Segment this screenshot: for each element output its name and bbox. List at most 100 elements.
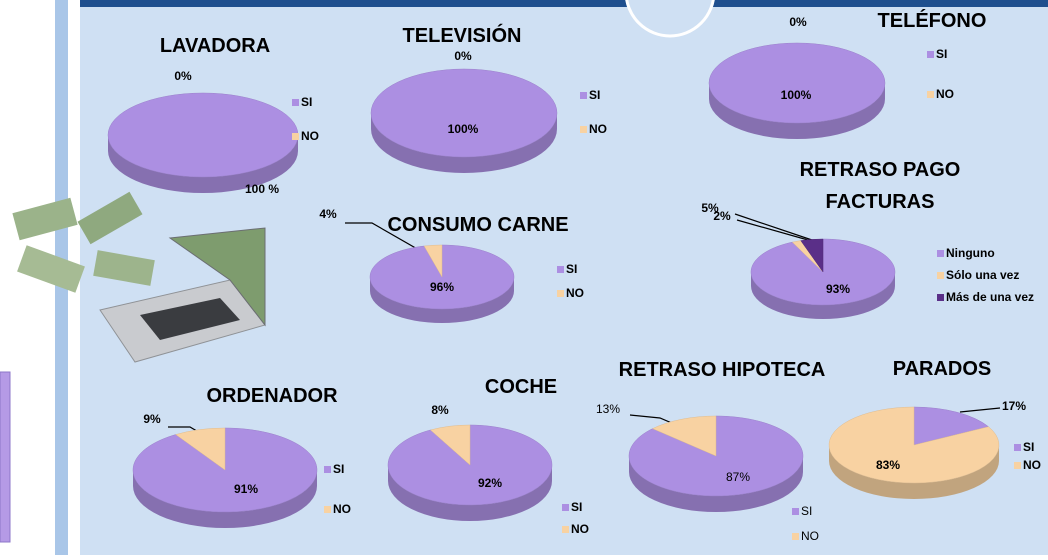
legend-label: SI [301, 95, 312, 109]
pie-slice [708, 42, 886, 124]
legend-label: Sólo una vez [946, 268, 1019, 282]
chart-title: ORDENADOR [206, 385, 338, 407]
chart-title: PARADOS [892, 358, 992, 380]
pie-slice [651, 415, 717, 457]
legend-label: SI [1023, 440, 1034, 454]
pie-chart: 87% 13% SI NO RETRASO HIPOTECA [596, 359, 826, 543]
pie-chart: 92% 8% SI NO COCHE [387, 376, 589, 536]
pie-chart: 100 % 0% SI NO LAVADORA [107, 35, 319, 196]
legend-swatch [792, 533, 799, 540]
pie-slice [175, 427, 226, 471]
pie-side [133, 470, 317, 528]
data-label: 4% [319, 207, 337, 221]
data-label: 8% [431, 403, 449, 417]
legend-swatch [1014, 444, 1021, 451]
money-laptop-illustration [12, 191, 266, 363]
legend-swatch [324, 506, 331, 513]
top-bar [80, 0, 1048, 7]
bill [77, 191, 143, 245]
title-box: CONSUMO CARNE [387, 214, 569, 236]
data-label: 5% [701, 201, 719, 215]
bill [12, 197, 78, 241]
legend-swatch [324, 466, 331, 473]
legend-label: NO [936, 87, 954, 101]
data-label: 91% [234, 482, 258, 496]
decor-circle [625, 0, 715, 38]
data-label: 83% [876, 458, 900, 472]
legend-label: NO [333, 502, 351, 516]
legend-label: SI [589, 88, 600, 102]
laptop-screen [168, 227, 266, 327]
title-box: COCHE [484, 376, 558, 398]
legend-swatch [557, 290, 564, 297]
legend-swatch [557, 266, 564, 273]
pie-slice [828, 406, 1000, 484]
title-box: RETRASO HIPOTECA [618, 359, 826, 381]
title-box: RETRASO PAGO FACTURAS [800, 159, 961, 213]
legend-swatch [927, 91, 934, 98]
title-box: TELEVISIÓN [402, 25, 522, 47]
legend-label: SI [801, 504, 812, 518]
legend-label: NO [801, 529, 819, 543]
data-label: 100% [448, 122, 479, 136]
laptop-keyboard [140, 298, 240, 340]
legend-swatch [292, 133, 299, 140]
legend-label: SI [333, 462, 344, 476]
chart-title: COCHE [484, 376, 558, 398]
title-box: LAVADORA [160, 35, 270, 57]
legend-swatch [792, 508, 799, 515]
pie-slice [800, 238, 824, 273]
data-label: 92% [478, 476, 502, 490]
title-box: PARADOS [892, 358, 992, 380]
data-label: 96% [430, 280, 454, 294]
legend-label: SI [571, 500, 582, 514]
legend-label: NO [1023, 458, 1041, 472]
legend-label: Ninguno [946, 246, 995, 260]
legend-swatch [292, 99, 299, 106]
pie-side [371, 113, 557, 173]
chart-title: TELÉFONO [877, 10, 987, 32]
pie-slice [913, 406, 990, 446]
legend-swatch [937, 272, 944, 279]
pie-side [751, 272, 895, 319]
data-label: 87% [726, 470, 750, 484]
leader-line [734, 213, 813, 241]
chart-title: TELEVISIÓN [402, 25, 522, 47]
legend-label: NO [566, 286, 584, 300]
side-box [0, 371, 11, 543]
chart-title: RETRASO HIPOTECA [618, 359, 826, 381]
data-label: 0% [454, 49, 472, 63]
data-label: 13% [596, 402, 620, 416]
data-label: 93% [826, 282, 850, 296]
data-label: 17% [1002, 399, 1026, 413]
data-label: 9% [143, 412, 161, 426]
pie-chart: 100% 0% SI NO TELEVISIÓN [370, 25, 607, 173]
pie-side [829, 445, 999, 499]
legend-swatch [562, 504, 569, 511]
legend-label: SI [936, 47, 947, 61]
legend-label: NO [589, 122, 607, 136]
title-box: TELÉFONO [877, 10, 987, 32]
legend-swatch [580, 92, 587, 99]
pie-side [629, 456, 803, 512]
pie-chart: 17% 83% SI NO PARADOS [828, 358, 1041, 499]
pie-side [370, 277, 514, 323]
legend-swatch [1014, 462, 1021, 469]
legend-swatch [580, 126, 587, 133]
leader-line [959, 407, 1001, 413]
chart-title: CONSUMO CARNE [387, 214, 569, 236]
title-box: ORDENADOR [206, 385, 338, 407]
data-label: 0% [789, 15, 807, 29]
bill [93, 250, 155, 286]
data-label: 2% [713, 209, 731, 223]
pie-chart: 96% 4% SI NO CONSUMO CARNE [319, 207, 584, 323]
legend-swatch [937, 250, 944, 257]
pie-slice [429, 424, 471, 466]
bill [17, 245, 85, 293]
pie-chart: 93% 2%5% Ninguno Sólo una vez Más de una vez… [701, 159, 1034, 319]
legend-swatch [937, 294, 944, 301]
data-label: 100 % [245, 182, 279, 196]
pie-slice [107, 92, 299, 178]
pie-chart: 91% 9% SI NO ORDENADOR [132, 385, 351, 528]
